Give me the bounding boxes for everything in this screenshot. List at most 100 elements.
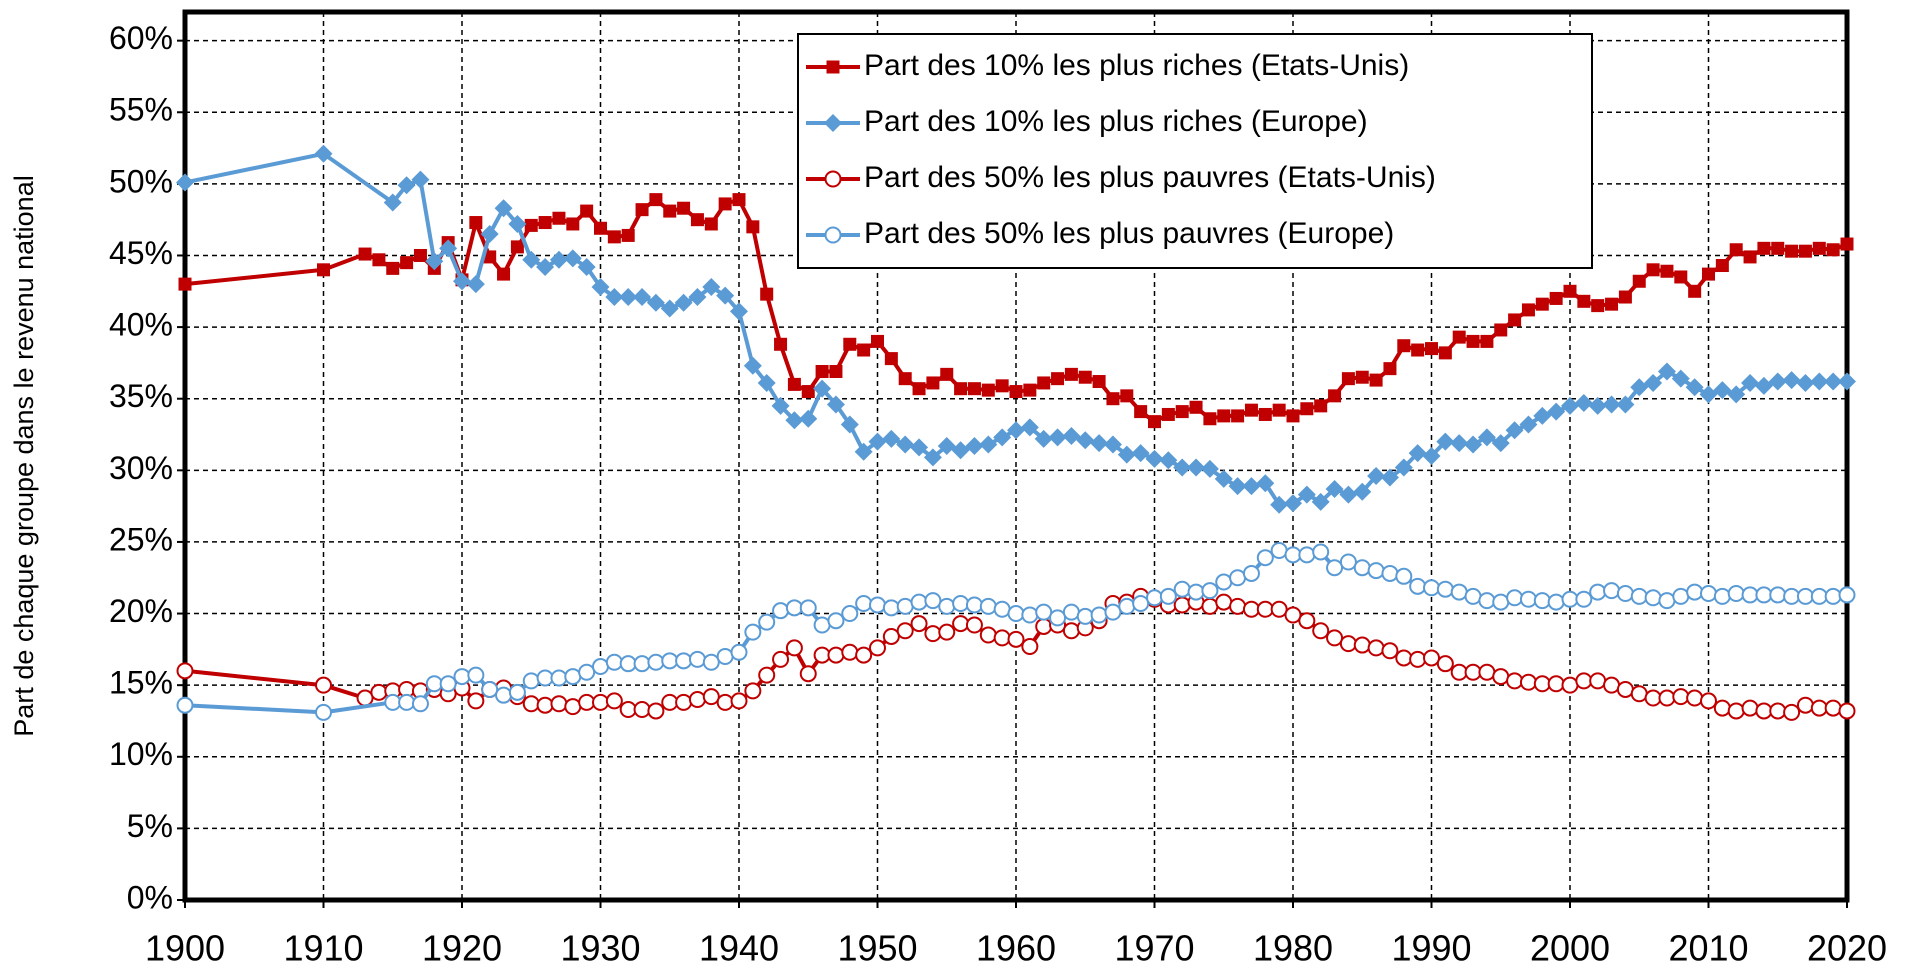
marker bbox=[1577, 294, 1591, 308]
marker bbox=[1395, 649, 1413, 667]
marker bbox=[1574, 394, 1593, 413]
marker bbox=[522, 250, 541, 269]
marker bbox=[536, 257, 555, 276]
marker bbox=[1215, 593, 1233, 611]
marker bbox=[799, 409, 818, 428]
marker bbox=[1436, 432, 1455, 451]
marker bbox=[951, 441, 970, 460]
marker bbox=[1326, 559, 1344, 577]
marker bbox=[774, 337, 788, 351]
marker bbox=[826, 395, 845, 414]
marker bbox=[1284, 494, 1302, 513]
marker bbox=[1603, 582, 1621, 600]
marker bbox=[508, 214, 527, 233]
marker bbox=[594, 221, 607, 235]
marker bbox=[1519, 590, 1537, 608]
marker bbox=[1146, 589, 1163, 607]
marker bbox=[1228, 477, 1247, 496]
marker bbox=[453, 272, 471, 291]
marker bbox=[413, 248, 427, 262]
marker bbox=[1007, 630, 1025, 648]
marker bbox=[1339, 635, 1357, 653]
marker bbox=[1062, 622, 1080, 640]
marker bbox=[1159, 587, 1177, 605]
marker bbox=[1021, 606, 1039, 624]
marker bbox=[1201, 597, 1219, 615]
y-tick-label: 20% bbox=[109, 593, 173, 629]
marker bbox=[1450, 663, 1468, 681]
marker bbox=[771, 396, 790, 415]
marker bbox=[1383, 362, 1397, 376]
marker bbox=[675, 652, 693, 670]
marker bbox=[993, 428, 1012, 447]
marker bbox=[702, 653, 720, 671]
marker bbox=[1201, 582, 1219, 600]
marker bbox=[1741, 699, 1759, 717]
marker bbox=[483, 250, 497, 264]
marker bbox=[1478, 592, 1496, 610]
marker bbox=[1286, 409, 1300, 423]
marker bbox=[1145, 449, 1164, 468]
marker bbox=[605, 653, 623, 671]
marker bbox=[564, 668, 582, 686]
marker bbox=[453, 668, 471, 686]
marker bbox=[647, 702, 665, 720]
marker bbox=[1009, 385, 1023, 399]
marker bbox=[1411, 343, 1425, 357]
marker bbox=[744, 623, 762, 641]
marker bbox=[1603, 676, 1621, 694]
marker bbox=[1671, 369, 1690, 388]
marker bbox=[607, 230, 621, 244]
marker bbox=[1409, 577, 1427, 595]
marker bbox=[813, 616, 831, 634]
marker bbox=[495, 686, 513, 704]
marker bbox=[1506, 672, 1524, 690]
marker bbox=[1561, 590, 1579, 608]
marker bbox=[857, 343, 871, 357]
marker bbox=[1270, 495, 1289, 514]
marker bbox=[1699, 385, 1718, 404]
marker bbox=[855, 646, 873, 664]
marker bbox=[965, 596, 983, 614]
marker bbox=[619, 288, 638, 307]
marker bbox=[1242, 477, 1261, 496]
marker bbox=[1244, 403, 1258, 417]
marker bbox=[563, 249, 582, 268]
marker bbox=[1353, 482, 1372, 501]
x-tick-label: 1990 bbox=[1391, 928, 1471, 969]
marker bbox=[1007, 605, 1025, 623]
marker bbox=[1494, 323, 1508, 337]
marker bbox=[716, 648, 734, 666]
marker bbox=[1312, 622, 1330, 640]
marker bbox=[1547, 675, 1565, 693]
marker bbox=[1769, 702, 1787, 720]
marker bbox=[1062, 426, 1081, 445]
marker bbox=[1381, 564, 1399, 582]
marker bbox=[1477, 428, 1496, 447]
marker bbox=[578, 693, 596, 711]
marker bbox=[1783, 703, 1801, 721]
marker bbox=[1298, 546, 1316, 564]
marker bbox=[746, 220, 760, 234]
marker bbox=[1422, 447, 1441, 465]
marker bbox=[910, 615, 928, 633]
marker bbox=[647, 653, 665, 671]
marker bbox=[1506, 589, 1524, 607]
marker bbox=[480, 225, 499, 243]
marker bbox=[690, 213, 704, 227]
marker bbox=[938, 597, 956, 615]
marker bbox=[1367, 562, 1385, 580]
marker bbox=[1492, 593, 1510, 611]
y-tick-label: 45% bbox=[109, 235, 173, 271]
marker bbox=[1630, 587, 1648, 605]
marker bbox=[1533, 592, 1551, 610]
x-tick-label: 1960 bbox=[976, 928, 1056, 969]
marker bbox=[1824, 372, 1843, 391]
marker bbox=[1367, 639, 1385, 657]
marker bbox=[882, 599, 900, 617]
marker bbox=[1824, 699, 1842, 717]
marker bbox=[1743, 250, 1757, 264]
marker bbox=[1713, 699, 1731, 717]
marker bbox=[1685, 378, 1704, 397]
